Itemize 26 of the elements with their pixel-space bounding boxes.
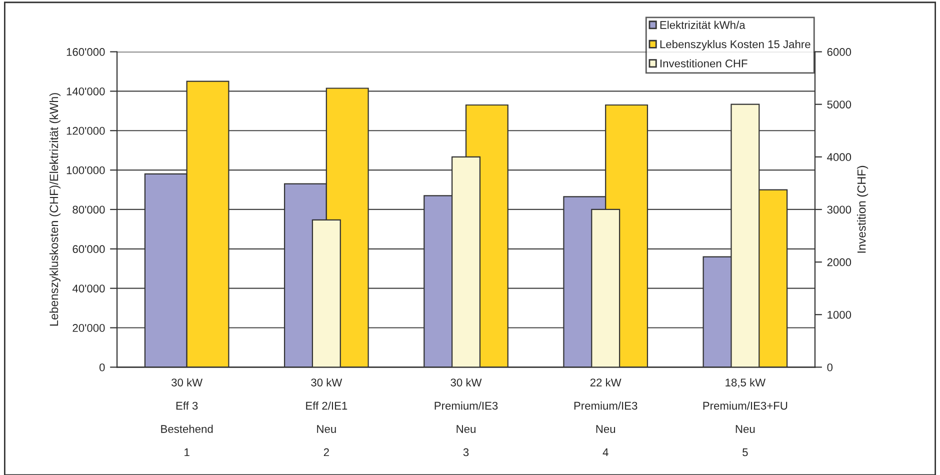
legend-label: Elektrizität kWh/a xyxy=(660,20,746,29)
y-tick-label: 100'000 xyxy=(66,166,105,174)
y2-tick-label: 2000 xyxy=(827,258,852,266)
legend-label: Investitionen CHF xyxy=(660,59,748,68)
y-tick-label: 160'000 xyxy=(66,48,105,56)
y-tick-label: 0 xyxy=(99,363,105,372)
y2-tick-label: 3000 xyxy=(827,206,852,214)
category-label: 22 kW Premium/IE3 Neu 4 xyxy=(574,378,638,456)
category-label: 30 kW Eff 3 Bestehend 1 xyxy=(161,378,213,456)
y-tick-label: 140'000 xyxy=(66,87,105,96)
y-tick-label: 80'000 xyxy=(72,206,105,214)
category-label: 30 kW Premium/IE3 Neu 3 xyxy=(434,378,498,456)
legend-label: Lebenszyklus Kosten 15 Jahre xyxy=(660,40,810,50)
y-tick-label: 60'000 xyxy=(72,245,105,254)
y2-tick-label: 6000 xyxy=(827,48,852,56)
y-tick-label: 40'000 xyxy=(72,284,105,292)
y-tick-label: 120'000 xyxy=(66,126,105,135)
y2-tick-label: 4000 xyxy=(827,153,852,162)
y2-tick-label: 0 xyxy=(827,363,833,372)
y-axis-title: Lebenszykluskosten (CHF)/Elektrizität (kWh) xyxy=(49,93,60,326)
y2-tick-label: 1000 xyxy=(828,310,852,319)
y2-axis-title: Investition (CHF) xyxy=(857,166,868,253)
category-label: 18,5 kW Premium/IE3+FU Neu 5 xyxy=(703,378,788,456)
category-label: 30 kW Eff 2/IE1 Neu 2 xyxy=(306,378,348,456)
y2-tick-label: 5000 xyxy=(827,100,852,108)
y-tick-label: 20'000 xyxy=(72,324,105,332)
